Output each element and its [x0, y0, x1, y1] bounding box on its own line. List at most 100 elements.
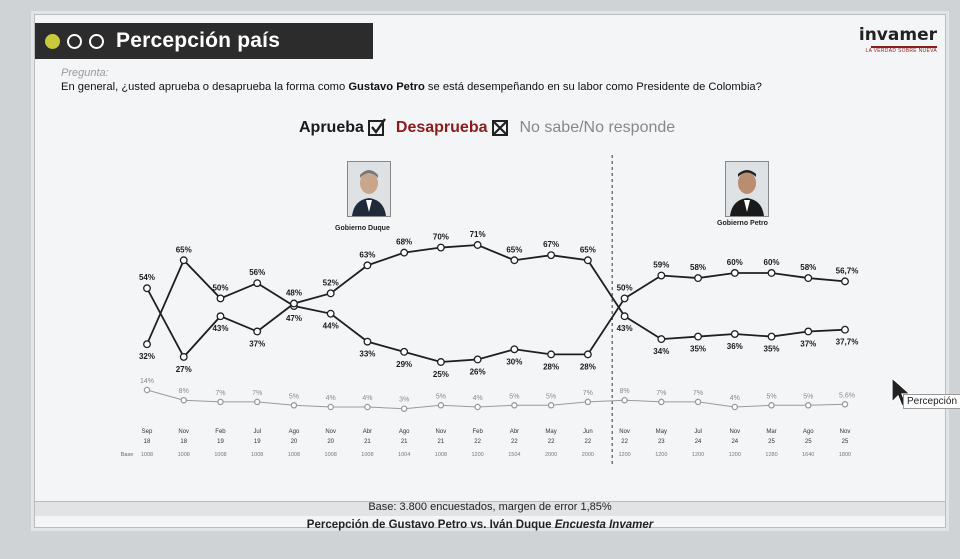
x-base-12: 2000 — [582, 452, 594, 458]
check-box-icon — [367, 118, 386, 136]
base-row-label: Base — [121, 452, 134, 458]
x-month-1: Nov — [178, 429, 189, 435]
point-nosabe-15 — [694, 398, 702, 406]
x-base-9: 1200 — [472, 452, 484, 458]
label-aprueba-6: 33% — [359, 350, 375, 359]
point-desaprueba-8 — [436, 243, 445, 252]
point-aprueba-13 — [620, 294, 629, 303]
label-nosabe-1: 8% — [179, 388, 189, 395]
label-aprueba-0: 32% — [139, 352, 155, 361]
point-desaprueba-4 — [289, 299, 298, 308]
label-nosabe-6: 4% — [362, 395, 372, 402]
label-nosabe-12: 7% — [583, 390, 593, 397]
x-year-17: 25 — [768, 439, 775, 445]
point-nosabe-18 — [805, 402, 812, 409]
caption: Percepción de Gustavo Petro vs. Iván Duq… — [0, 519, 960, 531]
point-nosabe-14 — [658, 398, 665, 406]
x-base-11: 2000 — [545, 452, 557, 458]
x-base-17: 1280 — [765, 452, 777, 458]
x-month-17: Mar — [766, 429, 776, 435]
point-nosabe-9 — [474, 403, 481, 411]
label-aprueba-16: 60% — [727, 258, 743, 267]
x-base-2: 1008 — [214, 452, 226, 458]
x-month-0: Sep — [142, 429, 153, 435]
label-aprueba-13: 50% — [617, 283, 633, 292]
point-aprueba-7 — [400, 347, 409, 356]
x-year-19: 25 — [842, 439, 849, 445]
label-desaprueba-3: 37% — [249, 339, 265, 348]
label-desaprueba-8: 70% — [433, 233, 449, 242]
x-year-3: 19 — [254, 439, 261, 445]
x-month-6: Abr — [363, 429, 372, 435]
x-year-6: 21 — [364, 439, 371, 445]
point-desaprueba-5 — [326, 289, 335, 298]
point-nosabe-3 — [253, 398, 261, 406]
point-desaprueba-6 — [363, 261, 372, 270]
petro-portrait — [725, 161, 769, 217]
point-nosabe-8 — [437, 402, 445, 409]
question-label: Pregunta: — [61, 67, 109, 79]
label-nosabe-4: 5% — [289, 393, 299, 400]
point-desaprueba-16 — [730, 330, 739, 338]
label-nosabe-18: 5% — [803, 393, 813, 400]
point-desaprueba-13 — [620, 312, 629, 321]
x-month-10: Abr — [510, 429, 519, 435]
series-line-nosabe — [146, 389, 846, 410]
gov-petro-label: Gobierno Petro — [717, 220, 768, 227]
label-aprueba-3: 56% — [249, 268, 265, 277]
point-nosabe-6 — [364, 403, 371, 411]
person-portrait-icon-2 — [726, 162, 768, 216]
x-base-19: 1800 — [839, 452, 851, 458]
point-desaprueba-17 — [767, 332, 776, 341]
x-year-2: 19 — [217, 439, 224, 445]
label-desaprueba-7: 68% — [396, 238, 412, 247]
point-nosabe-4 — [290, 402, 298, 409]
cursor-tooltip: Percepción — [903, 394, 960, 409]
point-aprueba-17 — [767, 269, 776, 277]
x-month-14: May — [656, 429, 667, 435]
point-nosabe-19 — [841, 401, 849, 408]
point-aprueba-19 — [841, 277, 849, 286]
label-desaprueba-18: 37% — [800, 339, 816, 348]
point-desaprueba-18 — [804, 327, 813, 336]
label-nosabe-11: 5% — [546, 393, 556, 400]
x-base-0: 1008 — [141, 452, 153, 458]
point-aprueba-3 — [253, 279, 262, 288]
label-desaprueba-15: 35% — [690, 345, 706, 354]
point-nosabe-0 — [143, 386, 151, 394]
caption-italic: Encuesta Invamer — [554, 519, 654, 531]
label-desaprueba-17: 35% — [764, 345, 780, 354]
point-aprueba-14 — [657, 271, 666, 280]
x-base-16: 1200 — [729, 452, 741, 458]
x-base-6: 1008 — [361, 452, 373, 458]
point-aprueba-12 — [583, 350, 592, 359]
label-desaprueba-13: 43% — [617, 324, 633, 333]
x-month-5: Nov — [325, 429, 336, 435]
x-mark-icon — [492, 121, 507, 135]
label-aprueba-1: 65% — [176, 245, 192, 254]
x-month-19: Nov — [840, 429, 851, 435]
point-aprueba-15 — [694, 274, 703, 283]
point-nosabe-5 — [327, 403, 334, 411]
point-desaprueba-12 — [583, 256, 592, 265]
x-base-5: 1008 — [325, 452, 337, 458]
x-base-1: 1008 — [178, 452, 190, 458]
label-desaprueba-0: 54% — [139, 273, 155, 282]
point-desaprueba-3 — [253, 327, 262, 336]
logo-tagline: LA VERDAD SOBRE NUEVA — [865, 48, 937, 54]
label-nosabe-19: 5,6% — [839, 392, 855, 399]
label-aprueba-14: 59% — [653, 261, 669, 270]
x-year-10: 22 — [511, 439, 518, 445]
label-desaprueba-4: 48% — [286, 289, 302, 298]
question-pre: En general, ¿usted aprueba o desaprueba … — [61, 81, 349, 93]
x-year-7: 21 — [401, 439, 408, 445]
logo-name: invamer — [858, 25, 937, 45]
label-aprueba-5: 44% — [323, 322, 339, 331]
label-aprueba-2: 50% — [212, 283, 228, 292]
point-desaprueba-11 — [547, 251, 556, 260]
x-year-13: 22 — [621, 439, 628, 445]
legend-approve-label: Aprueba — [299, 119, 364, 136]
label-nosabe-15: 7% — [693, 390, 703, 397]
x-month-8: Nov — [436, 429, 447, 435]
point-aprueba-6 — [363, 337, 372, 346]
